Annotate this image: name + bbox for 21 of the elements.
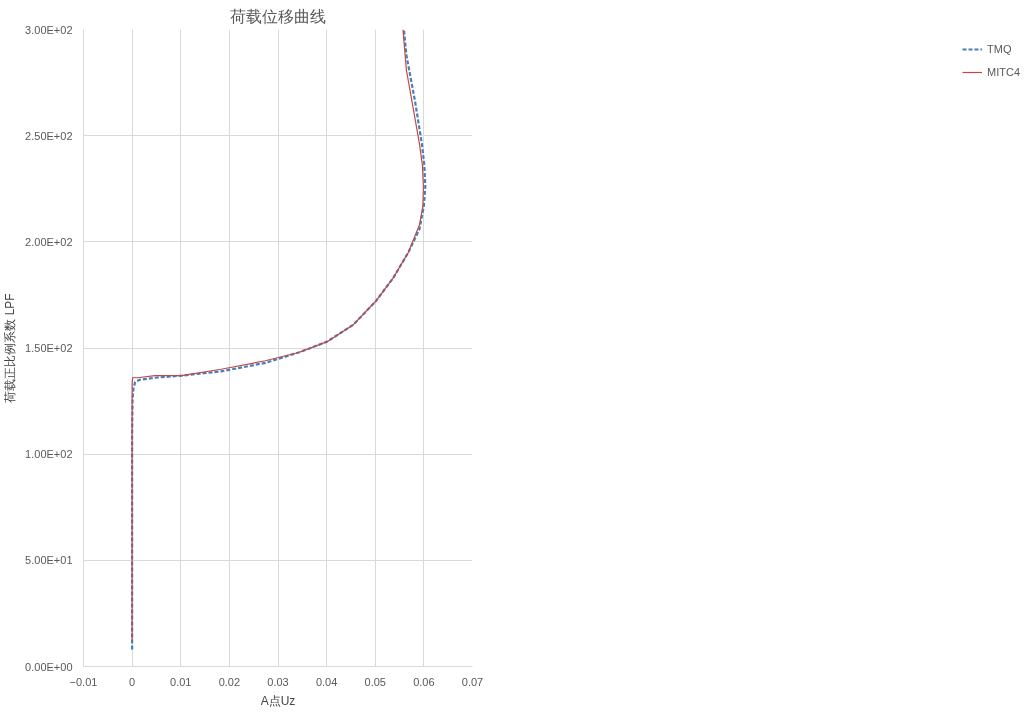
y-tick-label: 1.00E+02: [25, 448, 73, 461]
x-tick-label: 0: [129, 675, 136, 688]
x-tick-label: 0.05: [364, 675, 386, 688]
x-tick-label: 0.03: [267, 675, 289, 688]
y-tick-label: 0.00E+00: [25, 660, 73, 673]
y-tick-label: 2.50E+02: [25, 129, 73, 142]
y-tick-label: 1.50E+02: [25, 342, 73, 354]
legend-label: TMQ: [987, 43, 1012, 55]
y-tick-label: 2.00E+02: [25, 235, 73, 248]
x-tick-label: 0.07: [461, 675, 484, 688]
x-tick-label: −0.01: [69, 675, 98, 688]
y-tick-label: 3.00E+02: [25, 23, 73, 36]
y-tick-label: 5.00E+01: [25, 554, 73, 567]
x-tick-label: 0.02: [218, 675, 241, 688]
legend-label: MITC4: [987, 66, 1020, 78]
y-axis-title: 荷载正比例系数 LPF: [3, 293, 18, 403]
x-tick-label: 0.04: [315, 675, 338, 688]
x-axis-title: A点Uz: [260, 693, 296, 708]
x-tick-label: 0.06: [413, 675, 435, 688]
chart-title: 荷载位移曲线: [230, 7, 326, 25]
x-tick-label: 0.01: [170, 675, 192, 688]
